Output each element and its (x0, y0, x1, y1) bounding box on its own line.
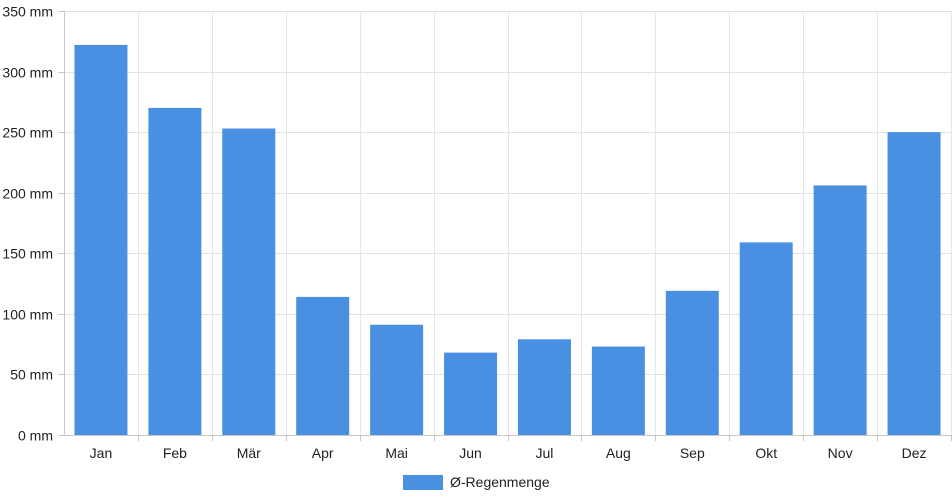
chart-legend[interactable]: Ø-Regenmenge (403, 474, 550, 490)
bar-4[interactable] (296, 296, 350, 435)
y-axis-labels: 0 mm 50 mm 100 mm 150 mm 200 mm 250 mm 300 mm 3… (2, 4, 53, 444)
x-tick-label: Apr (312, 445, 334, 461)
y-tick-label: 100 mm (2, 307, 53, 323)
y-tick-label: 200 mm (2, 186, 53, 202)
x-tick-label: Jul (536, 445, 554, 461)
x-tick-label: Jun (459, 445, 482, 461)
chart-grid (64, 11, 952, 435)
bar-12[interactable] (887, 132, 941, 435)
x-tick-label: Nov (828, 445, 853, 461)
bar-2[interactable] (148, 107, 202, 436)
x-tick-label: Aug (606, 445, 631, 461)
bar-7[interactable] (517, 339, 571, 435)
bar-9[interactable] (665, 290, 719, 435)
bar-6[interactable] (444, 352, 498, 435)
y-tick-label: 250 mm (2, 125, 53, 141)
x-tick-label: Sep (680, 445, 705, 461)
bar-11[interactable] (813, 185, 867, 435)
x-axis-labels: Jan Feb Mär Apr Mai Jun Jul Aug Sep Okt Nov Dez (90, 445, 927, 461)
y-tick-label: 0 mm (18, 428, 53, 444)
legend-label[interactable]: Ø-Regenmenge (450, 474, 550, 490)
x-tick-label: Dez (902, 445, 927, 461)
x-tick-label: Mai (385, 445, 408, 461)
x-tick-label: Feb (163, 445, 187, 461)
x-tick-label: Okt (755, 445, 777, 461)
bar-1[interactable] (74, 44, 128, 436)
bar-5[interactable] (370, 324, 424, 435)
chart-bars (74, 44, 941, 436)
y-tick-label: 150 mm (2, 246, 53, 262)
x-tick-label: Jan (90, 445, 113, 461)
legend-swatch[interactable] (403, 475, 443, 490)
y-tick-label: 300 mm (2, 65, 53, 81)
y-tick-label: 50 mm (10, 367, 53, 383)
x-tick-label: Mär (237, 445, 261, 461)
bar-3[interactable] (222, 128, 276, 435)
y-tick-label: 350 mm (2, 4, 53, 20)
bar-10[interactable] (739, 242, 793, 435)
bar-8[interactable] (591, 346, 645, 435)
